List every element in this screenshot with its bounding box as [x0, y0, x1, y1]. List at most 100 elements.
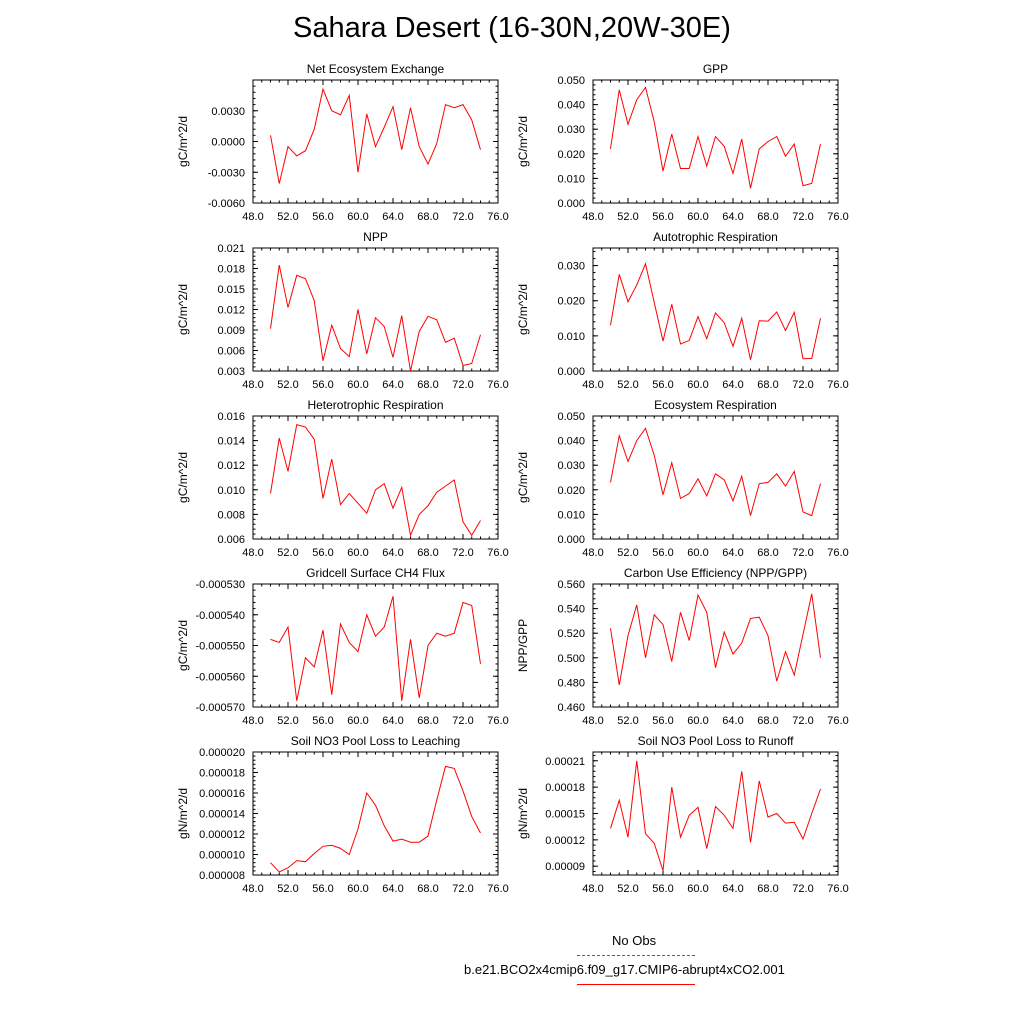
plot-frame — [592, 415, 839, 540]
panel-title: Carbon Use Efficiency (NPP/GPP) — [624, 566, 807, 580]
y-tick-label: -0.000530 — [195, 579, 245, 591]
x-tick-label: 76.0 — [487, 547, 508, 559]
x-tick-label: 60.0 — [687, 211, 708, 223]
series-line — [270, 765, 481, 873]
x-tick-label: 52.0 — [617, 715, 638, 727]
x-tick-label: 52.0 — [617, 547, 638, 559]
y-tick-label: 0.010 — [557, 173, 585, 185]
panel-title: Net Ecosystem Exchange — [307, 62, 445, 76]
chart-panel-4: Autotrophic Respiration gC/m^2/d 48.0 52.0 5… — [516, 230, 849, 391]
y-tick-label: 0.000010 — [199, 850, 245, 862]
series-line — [270, 596, 481, 701]
x-tick-label: 72.0 — [452, 211, 473, 223]
x-tick-label: 56.0 — [652, 547, 673, 559]
x-tick-label: 76.0 — [487, 715, 508, 727]
y-axis-label: gC/m^2/d — [176, 620, 190, 671]
y-tick-label: 0.030 — [557, 124, 585, 136]
chart-panel-10: Soil NO3 Pool Loss to Runoff gN/m^2/d 48.0… — [516, 734, 849, 895]
x-tick-label: 68.0 — [757, 547, 778, 559]
x-tick-label: 76.0 — [827, 547, 848, 559]
y-tick-label: 0.012 — [217, 460, 245, 472]
y-axis-label: gC/m^2/d — [516, 116, 530, 167]
x-tick-label: 56.0 — [312, 883, 333, 895]
y-tick-label: 0.006 — [217, 534, 245, 546]
series-line — [270, 423, 481, 538]
chart-panel-9: Soil NO3 Pool Loss to Leaching gN/m^2/d 48… — [176, 734, 509, 895]
x-tick-label: 56.0 — [652, 211, 673, 223]
plot-frame — [592, 247, 839, 372]
chart-panel-7: Gridcell Surface CH4 Flux gC/m^2/d 48.0 52.… — [176, 566, 509, 727]
y-tick-label: 0.0030 — [211, 106, 245, 118]
y-tick-label: 0.00012 — [545, 835, 585, 847]
x-tick-label: 60.0 — [687, 547, 708, 559]
y-tick-label: 0.040 — [557, 436, 585, 448]
panel-title: Autotrophic Respiration — [653, 230, 778, 244]
x-tick-label: 64.0 — [722, 211, 743, 223]
x-tick-label: 68.0 — [417, 715, 438, 727]
series-line — [270, 87, 481, 184]
chart-panel-2: GPP gC/m^2/d 48.0 52.0 56.0 60.0 64.0 68.0 72.0 7… — [516, 62, 849, 223]
panel-title: Ecosystem Respiration — [654, 398, 777, 412]
x-tick-label: 64.0 — [722, 547, 743, 559]
y-axis-label: gC/m^2/d — [516, 452, 530, 503]
x-tick-label: 68.0 — [757, 211, 778, 223]
x-tick-label: 64.0 — [722, 715, 743, 727]
x-tick-label: 72.0 — [452, 883, 473, 895]
x-tick-label: 72.0 — [792, 379, 813, 391]
x-tick-label: 76.0 — [827, 379, 848, 391]
y-tick-label: -0.0060 — [208, 198, 245, 210]
x-tick-label: 76.0 — [827, 211, 848, 223]
x-tick-label: 60.0 — [687, 379, 708, 391]
y-tick-label: 0.00018 — [545, 782, 585, 794]
x-tick-label: 60.0 — [687, 715, 708, 727]
x-tick-label: 60.0 — [347, 547, 368, 559]
chart-panel-3: NPP gC/m^2/d 48.0 52.0 56.0 60.0 64.0 68.0 72.0 7… — [176, 230, 509, 391]
x-tick-label: 56.0 — [312, 379, 333, 391]
page-title: Sahara Desert (16-30N,20W-30E) — [293, 12, 731, 44]
y-tick-label: 0.000 — [557, 534, 585, 546]
y-tick-label: 0.020 — [557, 149, 585, 161]
y-tick-label: -0.000560 — [195, 671, 245, 683]
x-tick-label: 56.0 — [312, 547, 333, 559]
x-tick-label: 68.0 — [417, 547, 438, 559]
x-tick-label: 52.0 — [617, 211, 638, 223]
x-tick-label: 64.0 — [382, 883, 403, 895]
y-tick-label: 0.560 — [557, 579, 585, 591]
plot-frame — [252, 415, 499, 540]
y-tick-label: 0.000 — [557, 198, 585, 210]
x-tick-label: 68.0 — [417, 883, 438, 895]
x-tick-label: 48.0 — [242, 883, 263, 895]
y-axis-label: gC/m^2/d — [176, 116, 190, 167]
x-tick-label: 60.0 — [347, 211, 368, 223]
x-tick-label: 76.0 — [487, 379, 508, 391]
plot-frame — [252, 247, 499, 372]
x-tick-label: 48.0 — [582, 547, 603, 559]
y-tick-label: 0.030 — [557, 460, 585, 472]
series-line — [610, 262, 821, 360]
y-tick-label: -0.0030 — [208, 167, 245, 179]
y-tick-label: 0.500 — [557, 653, 585, 665]
y-axis-label: gC/m^2/d — [516, 284, 530, 335]
y-tick-label: 0.009 — [217, 325, 245, 337]
plot-frame — [252, 79, 499, 204]
y-tick-label: 0.016 — [217, 411, 245, 423]
x-tick-label: 64.0 — [382, 715, 403, 727]
x-tick-label: 68.0 — [757, 883, 778, 895]
y-tick-label: 0.020 — [557, 485, 585, 497]
x-tick-label: 60.0 — [347, 379, 368, 391]
x-tick-label: 48.0 — [242, 211, 263, 223]
x-tick-label: 72.0 — [792, 883, 813, 895]
y-tick-label: 0.020 — [557, 296, 585, 308]
x-tick-label: 76.0 — [487, 211, 508, 223]
x-tick-label: 60.0 — [687, 883, 708, 895]
y-tick-label: -0.000570 — [195, 702, 245, 714]
y-axis-label: gN/m^2/d — [176, 788, 190, 839]
y-tick-label: 0.000018 — [199, 768, 245, 780]
x-tick-label: 60.0 — [347, 715, 368, 727]
x-tick-label: 76.0 — [827, 715, 848, 727]
x-tick-label: 72.0 — [792, 715, 813, 727]
chart-panel-1: Net Ecosystem Exchange gC/m^2/d 48.0 52.0 56… — [176, 62, 509, 223]
chart-panel-5: Heterotrophic Respiration gC/m^2/d 48.0 52.… — [176, 398, 509, 559]
x-tick-label: 68.0 — [417, 379, 438, 391]
